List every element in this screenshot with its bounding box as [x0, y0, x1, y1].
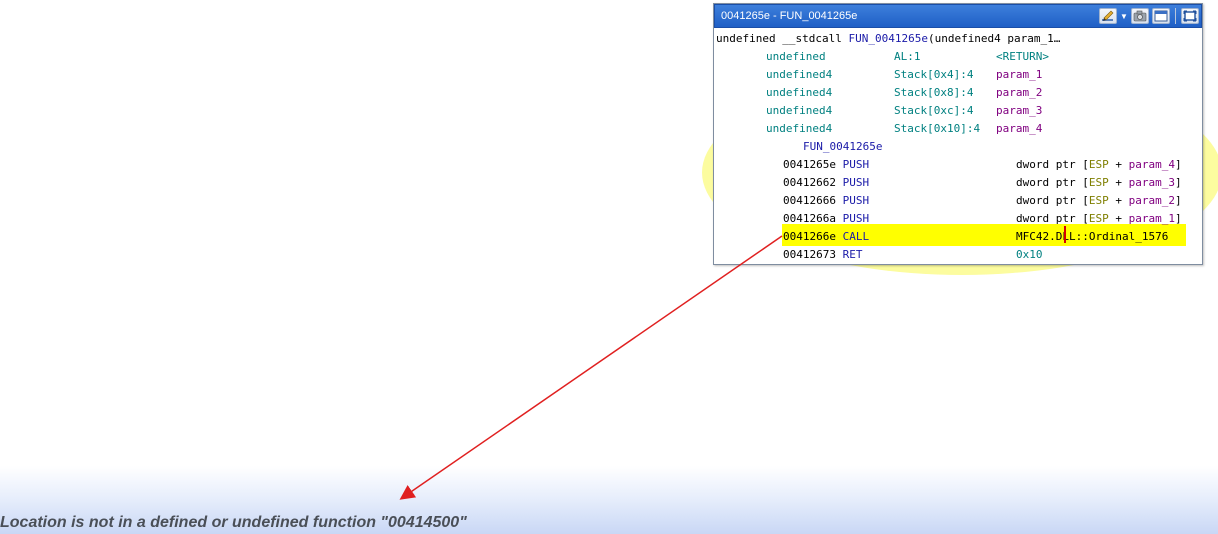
operand-bracket-close: ] — [1174, 212, 1182, 225]
operand-plus: + — [1108, 176, 1129, 189]
var-type: undefined4 — [766, 86, 833, 99]
var-name-text: <RETURN> — [996, 50, 1049, 63]
var-row[interactable]: undefined4 — [766, 102, 832, 120]
call-target-operand[interactable]: MFC42.DLL::Ordinal_1576 — [1016, 230, 1169, 243]
instruction-address: 0041266a — [783, 212, 836, 225]
instruction-mnemonic: CALL — [842, 230, 870, 243]
instruction-row[interactable]: 0041265e PUSH — [783, 156, 869, 174]
operand-register: ESP — [1088, 212, 1109, 225]
operand-prefix: dword ptr — [1016, 176, 1083, 189]
selected-line-highlight — [782, 224, 1186, 246]
operand-param: param_3 — [1128, 176, 1175, 189]
operand-register: ESP — [1088, 194, 1109, 207]
var-storage: Stack[0xc]:4 — [894, 102, 973, 120]
var-storage: AL:1 — [894, 48, 921, 66]
instruction-operand[interactable]: dword ptr [ESP + param_1] — [1016, 210, 1182, 228]
instruction-row[interactable]: 00412662 PUSH — [783, 174, 869, 192]
function-label[interactable]: FUN_0041265e — [803, 140, 883, 153]
var-type: undefined4 — [766, 104, 833, 117]
instruction-operand[interactable]: dword ptr [ESP + param_4] — [1016, 156, 1182, 174]
var-storage-text: Stack[0x8]:4 — [894, 86, 974, 99]
operand-param: param_2 — [1128, 194, 1175, 207]
var-type: undefined4 — [766, 122, 833, 135]
listing-view: undefined __stdcall FUN_0041265e(undefin… — [714, 28, 1202, 264]
var-storage: Stack[0x10]:4 — [894, 120, 980, 138]
instruction-mnemonic: PUSH — [842, 158, 870, 171]
var-name: param_3 — [996, 102, 1042, 120]
window-icon[interactable] — [1152, 8, 1170, 24]
maximize-icon[interactable] — [1181, 8, 1199, 24]
operand-bracket-open: [ — [1082, 158, 1089, 171]
operand-register: ESP — [1088, 158, 1109, 171]
signature-return-type: undefined — [716, 32, 776, 45]
operand-bracket-close: ] — [1174, 176, 1182, 189]
popup-title: 0041265e - FUN_0041265e — [721, 10, 858, 22]
operand-bracket-close: ] — [1174, 158, 1182, 171]
operand-prefix: dword ptr — [1016, 212, 1083, 225]
operand-plus: + — [1108, 158, 1129, 171]
var-row[interactable]: undefined4 — [766, 66, 832, 84]
edit-pencil-icon[interactable] — [1099, 8, 1117, 24]
operand-bracket-open: [ — [1082, 212, 1089, 225]
status-message: Location is not in a defined or undefine… — [0, 514, 467, 531]
operand-prefix: dword ptr — [1016, 194, 1083, 207]
instruction-address: 0041265e — [783, 158, 836, 171]
var-storage-text: Stack[0xc]:4 — [894, 104, 974, 117]
var-name-text: param_4 — [996, 122, 1043, 135]
signature-function-name[interactable]: FUN_0041265e — [848, 32, 928, 45]
var-storage-text: Stack[0x4]:4 — [894, 68, 974, 81]
var-row[interactable]: undefined — [766, 48, 826, 66]
operand-register: ESP — [1088, 176, 1109, 189]
instruction-row-selected[interactable]: 0041266e CALL — [783, 228, 869, 246]
instruction-mnemonic: PUSH — [842, 194, 870, 207]
instruction-mnemonic: PUSH — [842, 212, 870, 225]
var-name-text: param_3 — [996, 104, 1043, 117]
var-type: undefined — [766, 50, 826, 63]
instruction-mnemonic: RET — [842, 248, 863, 261]
var-name-text: param_2 — [996, 86, 1043, 99]
signature-calling-convention: __stdcall — [782, 32, 842, 45]
instruction-operand: 0x10 — [1016, 248, 1043, 261]
signature-params: (undefined4 param_1… — [927, 32, 1061, 45]
var-row[interactable]: undefined4 — [766, 84, 832, 102]
instruction-row[interactable]: 00412666 PUSH — [783, 192, 869, 210]
operand-plus: + — [1108, 194, 1129, 207]
var-name-text: param_1 — [996, 68, 1043, 81]
operand-param: param_4 — [1128, 158, 1175, 171]
instruction-operand[interactable]: dword ptr [ESP + param_2] — [1016, 192, 1182, 210]
instruction-address: 00412666 — [783, 194, 836, 207]
var-name: param_1 — [996, 66, 1042, 84]
operand-bracket-open: [ — [1082, 176, 1089, 189]
instruction-address: 00412662 — [783, 176, 836, 189]
var-name: param_4 — [996, 120, 1042, 138]
operand-param: param_1 — [1128, 212, 1175, 225]
var-name: <RETURN> — [996, 48, 1049, 66]
instruction-row[interactable]: 00412673 RET — [783, 246, 862, 264]
var-storage-text: AL:1 — [894, 50, 921, 63]
var-storage: Stack[0x8]:4 — [894, 84, 973, 102]
text-cursor — [1064, 226, 1066, 243]
operand-bracket-open: [ — [1082, 194, 1089, 207]
function-signature[interactable]: undefined __stdcall FUN_0041265e(undefin… — [716, 30, 1060, 48]
operand-plus: + — [1108, 212, 1129, 225]
var-storage-text: Stack[0x10]:4 — [894, 122, 981, 135]
var-row[interactable]: undefined4 — [766, 120, 832, 138]
arrow-line — [399, 235, 783, 500]
popup-titlebar[interactable]: 0041265e - FUN_0041265e ▼ — [714, 4, 1202, 28]
instruction-mnemonic: PUSH — [842, 176, 870, 189]
instruction-operand[interactable]: dword ptr [ESP + param_3] — [1016, 174, 1182, 192]
toolbar-separator — [1175, 8, 1176, 24]
snapshot-camera-icon[interactable] — [1131, 8, 1149, 24]
operand-bracket-close: ] — [1174, 194, 1182, 207]
var-name: param_2 — [996, 84, 1042, 102]
instruction-address: 00412673 — [783, 248, 836, 261]
operand-prefix: dword ptr — [1016, 158, 1083, 171]
instruction-address: 0041266e — [783, 230, 836, 243]
popup-toolbar: ▼ — [1099, 7, 1199, 25]
var-type: undefined4 — [766, 68, 833, 81]
dropdown-arrow-icon[interactable]: ▼ — [1120, 11, 1128, 21]
instruction-row[interactable]: 0041266a PUSH — [783, 210, 869, 228]
function-preview-popup: 0041265e - FUN_0041265e ▼ — [713, 3, 1203, 265]
var-storage: Stack[0x4]:4 — [894, 66, 973, 84]
